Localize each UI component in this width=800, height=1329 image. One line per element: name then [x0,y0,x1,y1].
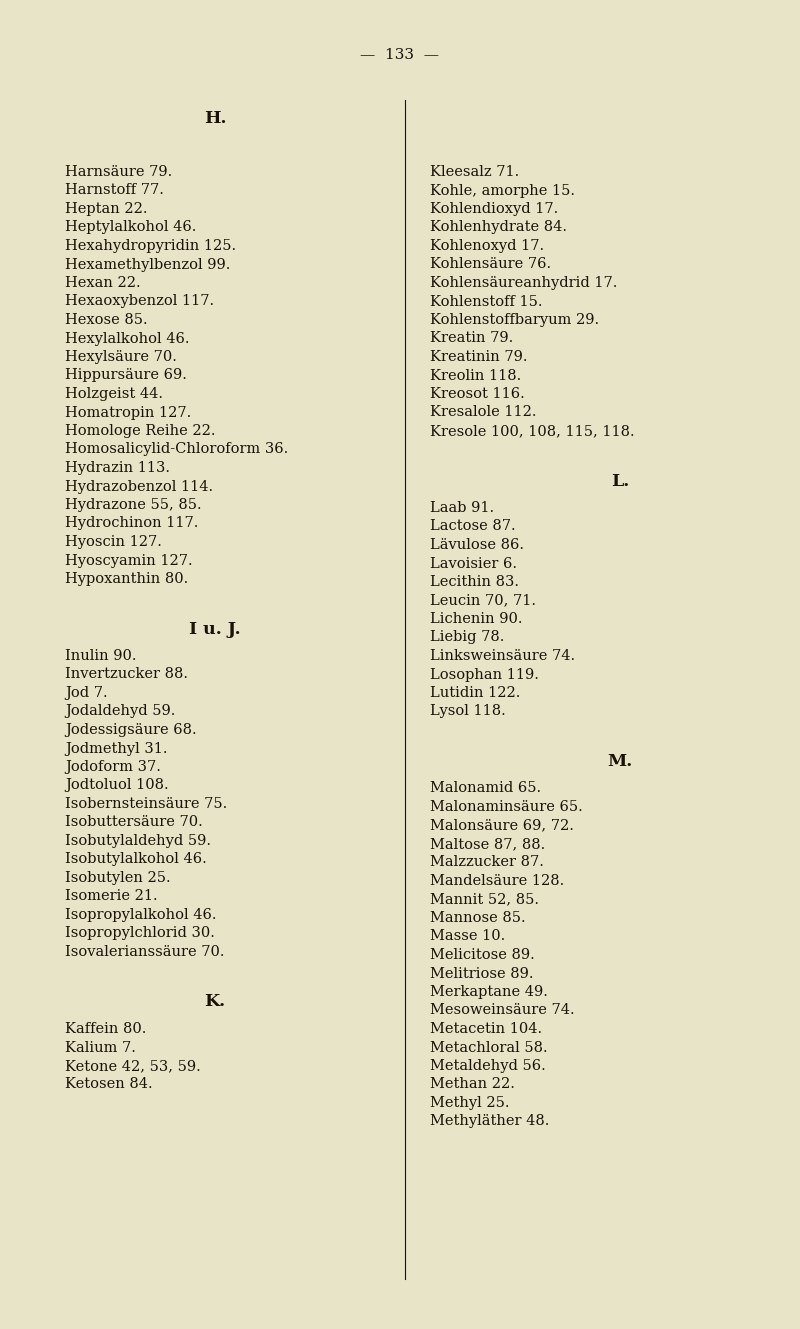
Text: Methan 22.: Methan 22. [430,1078,515,1091]
Text: Ketone 42, 53, 59.: Ketone 42, 53, 59. [65,1059,201,1073]
Text: Kreolin 118.: Kreolin 118. [430,368,522,383]
Text: Mannit 52, 85.: Mannit 52, 85. [430,893,539,906]
Text: Kalium 7.: Kalium 7. [65,1041,136,1054]
Text: L.: L. [611,473,629,489]
Text: Jod 7.: Jod 7. [65,686,108,700]
Text: Lactose 87.: Lactose 87. [430,520,516,533]
Text: Hippursäure 69.: Hippursäure 69. [65,368,187,383]
Text: Kresalole 112.: Kresalole 112. [430,405,537,420]
Text: Hydrochinon 117.: Hydrochinon 117. [65,517,198,530]
Text: Harnsäure 79.: Harnsäure 79. [65,165,172,179]
Text: Hexylalkohol 46.: Hexylalkohol 46. [65,331,190,346]
Text: Lichenin 90.: Lichenin 90. [430,611,522,626]
Text: K.: K. [205,994,226,1010]
Text: Melitriose 89.: Melitriose 89. [430,966,534,981]
Text: Invertzucker 88.: Invertzucker 88. [65,667,188,682]
Text: Hexamethylbenzol 99.: Hexamethylbenzol 99. [65,258,230,271]
Text: Isomerie 21.: Isomerie 21. [65,889,158,904]
Text: Lavoisier 6.: Lavoisier 6. [430,557,517,570]
Text: Isovalerianssäure 70.: Isovalerianssäure 70. [65,945,225,960]
Text: Mandelsäure 128.: Mandelsäure 128. [430,874,564,888]
Text: Kohlenstoff 15.: Kohlenstoff 15. [430,295,542,308]
Text: Melicitose 89.: Melicitose 89. [430,948,534,962]
Text: Mesoweinsäure 74.: Mesoweinsäure 74. [430,1003,574,1018]
Text: Hexahydropyridin 125.: Hexahydropyridin 125. [65,239,236,253]
Text: H.: H. [204,110,226,128]
Text: —  133  —: — 133 — [361,48,439,62]
Text: Isopropylalkohol 46.: Isopropylalkohol 46. [65,908,217,922]
Text: Malonaminsäure 65.: Malonaminsäure 65. [430,800,582,813]
Text: Hydrazobenzol 114.: Hydrazobenzol 114. [65,480,213,493]
Text: Jodessigsäure 68.: Jodessigsäure 68. [65,723,197,738]
Text: Malzzucker 87.: Malzzucker 87. [430,856,544,869]
Text: Hexose 85.: Hexose 85. [65,314,148,327]
Text: Mannose 85.: Mannose 85. [430,910,526,925]
Text: Lävulose 86.: Lävulose 86. [430,538,524,552]
Text: Metaldehyd 56.: Metaldehyd 56. [430,1059,546,1073]
Text: Ketosen 84.: Ketosen 84. [65,1078,153,1091]
Text: Kohlensäureanhydrid 17.: Kohlensäureanhydrid 17. [430,276,618,290]
Text: Methyläther 48.: Methyläther 48. [430,1115,550,1128]
Text: Kohlenoxyd 17.: Kohlenoxyd 17. [430,239,544,253]
Text: Homologe Reihe 22.: Homologe Reihe 22. [65,424,215,439]
Text: Malonsäure 69, 72.: Malonsäure 69, 72. [430,819,574,832]
Text: Leucin 70, 71.: Leucin 70, 71. [430,594,536,607]
Text: Hexan 22.: Hexan 22. [65,276,141,290]
Text: Kreatinin 79.: Kreatinin 79. [430,350,527,364]
Text: Kohlenstoffbaryum 29.: Kohlenstoffbaryum 29. [430,314,599,327]
Text: I u. J.: I u. J. [189,621,241,638]
Text: Homatropin 127.: Homatropin 127. [65,405,191,420]
Text: Hypoxanthin 80.: Hypoxanthin 80. [65,571,188,586]
Text: Kohlenhydrate 84.: Kohlenhydrate 84. [430,221,567,234]
Text: Hyoscin 127.: Hyoscin 127. [65,536,162,549]
Text: Isobutylaldehyd 59.: Isobutylaldehyd 59. [65,835,211,848]
Text: Liebig 78.: Liebig 78. [430,630,504,645]
Text: Methyl 25.: Methyl 25. [430,1096,510,1110]
Text: Harnstoff 77.: Harnstoff 77. [65,183,164,198]
Text: Hexylsäure 70.: Hexylsäure 70. [65,350,177,364]
Text: Lutidin 122.: Lutidin 122. [430,686,520,700]
Text: Jodaldehyd 59.: Jodaldehyd 59. [65,704,175,719]
Text: Losophan 119.: Losophan 119. [430,667,539,682]
Text: Jodoform 37.: Jodoform 37. [65,760,161,773]
Text: Homosalicylid-Chloroform 36.: Homosalicylid-Chloroform 36. [65,443,288,456]
Text: Hydrazin 113.: Hydrazin 113. [65,461,170,474]
Text: M.: M. [607,754,633,769]
Text: Isobernsteinsäure 75.: Isobernsteinsäure 75. [65,797,227,811]
Text: Kleesalz 71.: Kleesalz 71. [430,165,519,179]
Text: Isobutylen 25.: Isobutylen 25. [65,870,170,885]
Text: Linksweinsäure 74.: Linksweinsäure 74. [430,649,575,663]
Text: Hexaoxybenzol 117.: Hexaoxybenzol 117. [65,295,214,308]
Text: Isobuttersäure 70.: Isobuttersäure 70. [65,816,202,829]
Text: Isobutylalkohol 46.: Isobutylalkohol 46. [65,852,206,867]
Text: Kreatin 79.: Kreatin 79. [430,331,514,346]
Text: Jodtoluol 108.: Jodtoluol 108. [65,779,169,792]
Text: Isopropylchlorid 30.: Isopropylchlorid 30. [65,926,215,941]
Text: Kohlendioxyd 17.: Kohlendioxyd 17. [430,202,558,217]
Text: Laab 91.: Laab 91. [430,501,494,516]
Text: Kresole 100, 108, 115, 118.: Kresole 100, 108, 115, 118. [430,424,634,439]
Text: Kaffein 80.: Kaffein 80. [65,1022,146,1037]
Text: Metachloral 58.: Metachloral 58. [430,1041,548,1054]
Text: Hydrazone 55, 85.: Hydrazone 55, 85. [65,498,202,512]
Text: Heptylalkohol 46.: Heptylalkohol 46. [65,221,196,234]
Text: Hyoscyamin 127.: Hyoscyamin 127. [65,553,193,567]
Text: Kreosot 116.: Kreosot 116. [430,387,525,401]
Text: Masse 10.: Masse 10. [430,929,506,944]
Text: Merkaptane 49.: Merkaptane 49. [430,985,548,999]
Text: Inulin 90.: Inulin 90. [65,649,137,663]
Text: Kohle, amorphe 15.: Kohle, amorphe 15. [430,183,575,198]
Text: Malonamid 65.: Malonamid 65. [430,781,541,796]
Text: Heptan 22.: Heptan 22. [65,202,147,217]
Text: Maltose 87, 88.: Maltose 87, 88. [430,837,546,851]
Text: Kohlensäure 76.: Kohlensäure 76. [430,258,551,271]
Text: Jodmethyl 31.: Jodmethyl 31. [65,742,167,755]
Text: Metacetin 104.: Metacetin 104. [430,1022,542,1037]
Text: Lecithin 83.: Lecithin 83. [430,575,519,589]
Text: Lysol 118.: Lysol 118. [430,704,506,719]
Text: Holzgeist 44.: Holzgeist 44. [65,387,163,401]
